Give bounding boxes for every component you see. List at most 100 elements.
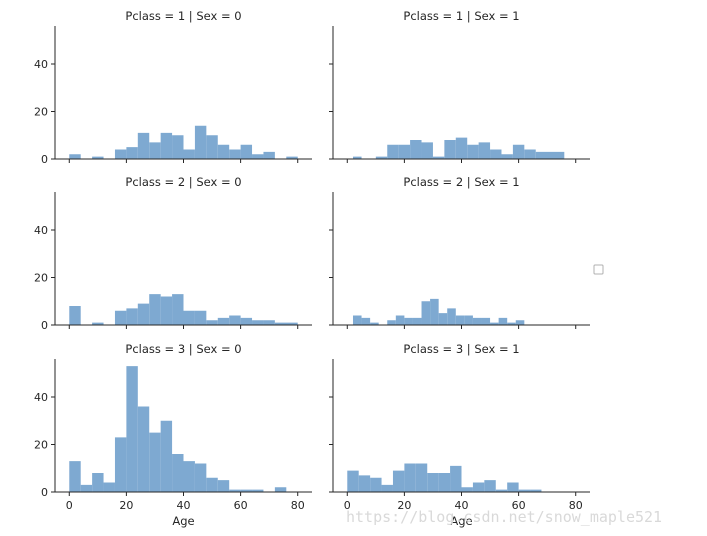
watermark-text: https://blog.csdn.net/snow_maple521: [346, 508, 662, 526]
histogram-bar: [252, 489, 264, 492]
x-tick-label: 0: [344, 499, 351, 512]
x-tick-label: 20: [397, 499, 411, 512]
y-tick-label: 40: [34, 224, 48, 237]
x-tick-label: 40: [455, 499, 469, 512]
histogram-bar: [490, 149, 502, 159]
empty-legend-box-icon: [593, 264, 604, 275]
x-tick-label: 80: [569, 499, 583, 512]
histogram-bar: [512, 144, 525, 159]
histogram-bar: [263, 320, 275, 325]
histogram-bar: [412, 317, 422, 325]
panel-title: Pclass = 3 | Sex = 0: [125, 342, 241, 356]
facet-panel: Pclass = 3 | Sex = 1 0 20 40 60 80 Age: [329, 342, 590, 528]
histogram-bar: [194, 310, 207, 325]
histogram-bar: [395, 315, 405, 325]
panel-title: Pclass = 3 | Sex = 1: [403, 342, 519, 356]
histogram-bar: [69, 461, 81, 492]
x-tick-label: 60: [512, 499, 526, 512]
histogram-bar: [217, 144, 230, 159]
histogram-bar: [444, 140, 456, 159]
histogram-bar: [217, 317, 230, 325]
histogram-bar: [352, 315, 362, 325]
x-tick-label: 60: [234, 499, 248, 512]
histogram-bar: [229, 149, 241, 159]
histogram-bar: [387, 320, 396, 325]
histogram-bar: [410, 140, 422, 159]
panel-title: Pclass = 1 | Sex = 0: [125, 9, 241, 23]
facet-panel: Pclass = 3 | Sex = 0 0 20 40 0 20 40 60 80 Age: [34, 342, 312, 528]
x-tick-label: 0: [66, 499, 73, 512]
histogram-bar: [421, 301, 431, 325]
histogram-bar: [194, 125, 207, 159]
histogram-bar: [427, 473, 439, 492]
histogram-bar: [501, 154, 513, 159]
histogram-bar: [274, 487, 287, 492]
y-tick-label: 20: [34, 439, 48, 452]
histogram-bar: [69, 154, 81, 159]
histogram-bar: [149, 432, 161, 492]
histogram-bar: [515, 320, 525, 325]
histogram-bar: [206, 135, 218, 159]
histogram-bar: [229, 489, 241, 492]
histogram-bar: [438, 313, 448, 325]
histogram-bar: [495, 489, 508, 492]
histogram-bar: [263, 151, 275, 159]
histogram-bar: [347, 470, 359, 492]
histogram-bar: [149, 294, 161, 325]
histogram-bar: [535, 151, 565, 159]
histogram-bar: [518, 489, 531, 492]
histogram-bar: [478, 142, 491, 159]
y-tick-label: 40: [34, 58, 48, 71]
histogram-bar: [421, 142, 433, 159]
histogram-bar: [430, 298, 439, 325]
facet-panel: Pclass = 1 | Sex = 1: [329, 9, 590, 163]
histogram-bar: [172, 454, 184, 492]
histogram-bar: [447, 308, 456, 325]
histogram-bar: [137, 406, 150, 492]
histogram-bar: [286, 156, 298, 159]
histogram-bar: [481, 317, 491, 325]
y-tick-label: 0: [41, 319, 48, 332]
histogram-bar: [240, 317, 253, 325]
facet-panel: Pclass = 1 | Sex = 0 0 20 40: [34, 9, 312, 166]
histogram-bar: [524, 149, 536, 159]
histogram-bar: [404, 317, 413, 325]
x-tick-label: 20: [119, 499, 133, 512]
histogram-bar: [450, 465, 462, 492]
histogram-bar: [415, 463, 428, 492]
histogram-bar: [484, 480, 496, 492]
x-tick-label: 80: [291, 499, 305, 512]
facet-panel: Pclass = 2 | Sex = 1: [329, 175, 590, 329]
histogram-bar: [358, 475, 371, 492]
histogram-bar: [137, 303, 150, 325]
y-tick-label: 20: [34, 272, 48, 285]
facet-panels: Pclass = 1 | Sex = 0 0 20 40 Pclass = 1 | Se…: [34, 9, 590, 528]
histogram-bar: [114, 149, 127, 159]
x-tick-label: 40: [177, 499, 191, 512]
histogram-bar: [114, 310, 127, 325]
histogram-bar: [387, 144, 399, 159]
y-tick-label: 0: [41, 486, 48, 499]
histogram-bar: [160, 420, 173, 492]
histogram-bar: [370, 322, 379, 325]
facet-panel: Pclass = 2 | Sex = 0 0 20 40: [34, 175, 312, 332]
histogram-bar: [455, 315, 465, 325]
histogram-bar: [240, 489, 253, 492]
y-tick-label: 0: [41, 153, 48, 166]
x-axis-label: Age: [172, 514, 194, 528]
histogram-bar: [507, 322, 516, 325]
histogram-bar: [252, 154, 264, 159]
x-axis-label: Age: [450, 514, 472, 528]
histogram-bar: [361, 317, 371, 325]
histogram-bar: [149, 142, 161, 159]
panel-title: Pclass = 2 | Sex = 0: [125, 175, 241, 189]
histogram-bar: [240, 144, 253, 159]
histogram-bar: [507, 482, 519, 492]
histogram-bar: [438, 473, 451, 492]
histogram-bar: [229, 315, 241, 325]
histogram-bar: [398, 144, 411, 159]
histogram-bar: [404, 463, 416, 492]
histogram-bar: [381, 484, 393, 492]
histogram-bar: [92, 156, 104, 159]
